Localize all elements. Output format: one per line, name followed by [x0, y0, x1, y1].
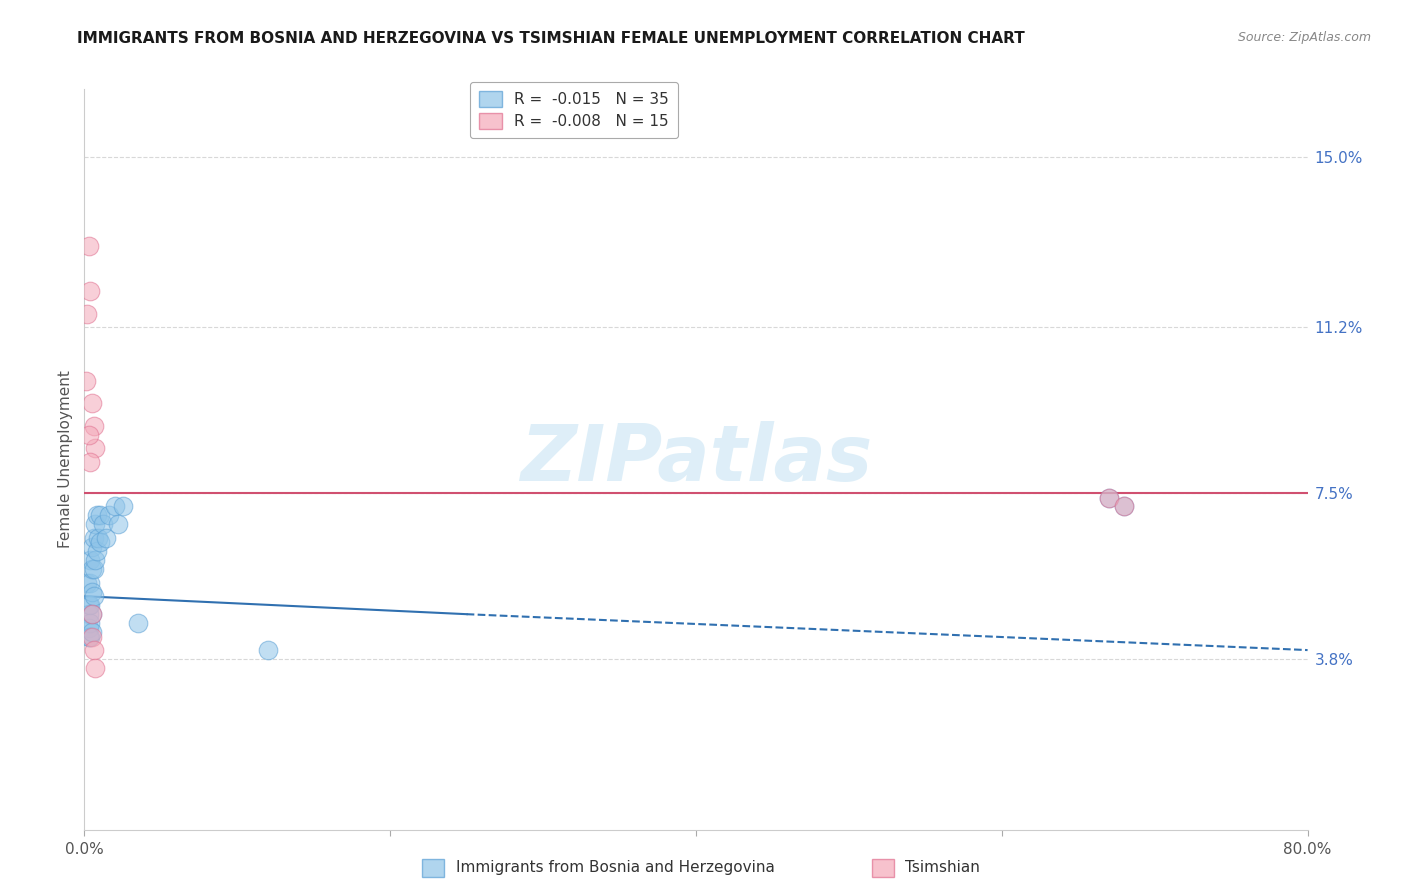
- Point: [107, 517, 129, 532]
- Point: [127, 616, 149, 631]
- Point: [80, 607, 103, 622]
- Point: [79, 598, 101, 612]
- Point: [80, 540, 103, 554]
- Point: [80, 625, 103, 640]
- Point: [75, 374, 97, 388]
- Point: [84, 553, 107, 567]
- Point: [86, 508, 108, 523]
- Y-axis label: Female Unemployment: Female Unemployment: [58, 370, 73, 549]
- Point: [76, 307, 98, 321]
- Point: [83, 562, 105, 576]
- Point: [86, 544, 108, 558]
- Point: [89, 508, 111, 523]
- Point: [80, 584, 103, 599]
- Text: Source: ZipAtlas.com: Source: ZipAtlas.com: [1237, 31, 1371, 45]
- Point: [77, 630, 100, 644]
- Point: [1114, 500, 1136, 514]
- Point: [97, 508, 120, 523]
- Point: [80, 630, 103, 644]
- Point: [84, 517, 107, 532]
- Point: [76, 575, 98, 590]
- Point: [79, 284, 101, 298]
- Legend: R =  -0.015   N = 35, R =  -0.008   N = 15: R = -0.015 N = 35, R = -0.008 N = 15: [470, 82, 678, 138]
- Point: [77, 598, 100, 612]
- Point: [1098, 491, 1121, 505]
- Point: [77, 607, 100, 622]
- Point: [79, 575, 101, 590]
- Point: [77, 621, 100, 635]
- Point: [79, 616, 101, 631]
- Point: [84, 441, 107, 455]
- Point: [83, 643, 105, 657]
- Point: [257, 643, 280, 657]
- Point: [77, 239, 100, 253]
- Text: Tsimshian: Tsimshian: [905, 861, 980, 875]
- Point: [79, 455, 101, 469]
- Point: [1114, 500, 1136, 514]
- Point: [83, 589, 105, 603]
- Point: [111, 500, 134, 514]
- Point: [91, 517, 114, 532]
- Point: [80, 607, 103, 622]
- Text: IMMIGRANTS FROM BOSNIA AND HERZEGOVINA VS TSIMSHIAN FEMALE UNEMPLOYMENT CORRELAT: IMMIGRANTS FROM BOSNIA AND HERZEGOVINA V…: [77, 31, 1025, 46]
- Point: [84, 661, 107, 675]
- Point: [104, 500, 127, 514]
- Point: [77, 427, 100, 442]
- Point: [80, 562, 103, 576]
- Point: [1098, 491, 1121, 505]
- Point: [79, 630, 101, 644]
- Point: [83, 418, 105, 433]
- Point: [89, 535, 111, 549]
- Point: [79, 553, 101, 567]
- Point: [83, 531, 105, 545]
- Text: ZIPatlas: ZIPatlas: [520, 421, 872, 498]
- Point: [80, 396, 103, 410]
- Point: [94, 531, 117, 545]
- Text: Immigrants from Bosnia and Herzegovina: Immigrants from Bosnia and Herzegovina: [456, 861, 775, 875]
- Point: [87, 531, 110, 545]
